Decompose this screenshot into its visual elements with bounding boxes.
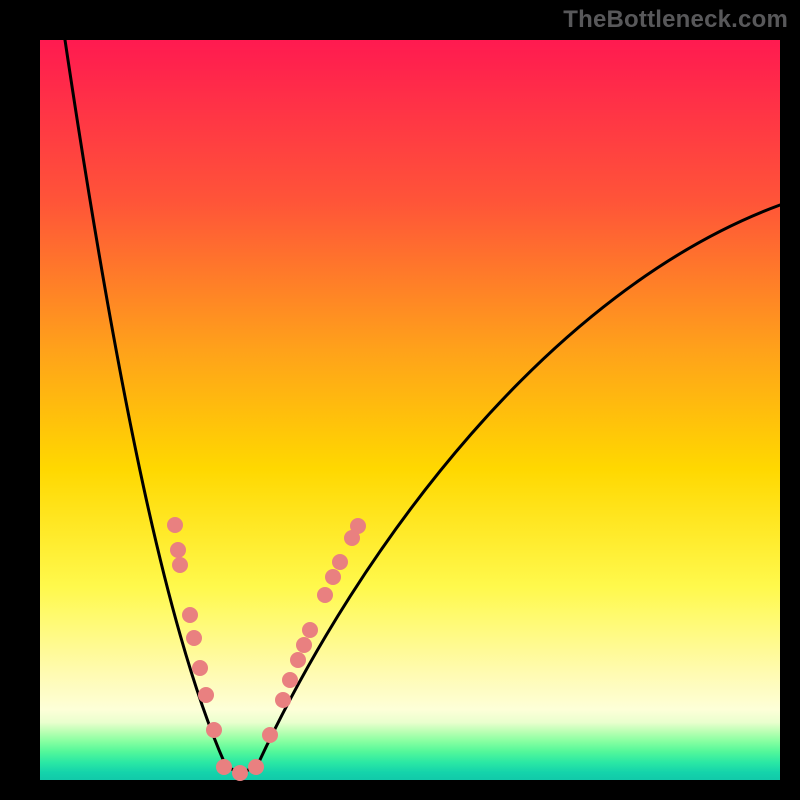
curve-dot: [167, 517, 183, 533]
chart-container: { "watermark": "TheBottleneck.com", "can…: [0, 0, 800, 800]
curve-dot: [206, 722, 222, 738]
curve-dot: [275, 692, 291, 708]
curve-dot: [350, 518, 366, 534]
curve-dot: [262, 727, 278, 743]
curve-dot: [290, 652, 306, 668]
curve-dot: [282, 672, 298, 688]
curve-dot: [186, 630, 202, 646]
curve-dot: [182, 607, 198, 623]
watermark-text: TheBottleneck.com: [563, 6, 788, 34]
curve-dot: [172, 557, 188, 573]
curve-dot: [332, 554, 348, 570]
curve-dot: [170, 542, 186, 558]
bottleneck-chart: [0, 0, 800, 800]
curve-dot: [302, 622, 318, 638]
curve-dot: [248, 759, 264, 775]
curve-dot: [192, 660, 208, 676]
curve-dot: [216, 759, 232, 775]
curve-dot: [198, 687, 214, 703]
curve-dot: [232, 765, 248, 781]
curve-dot: [317, 587, 333, 603]
curve-dot: [325, 569, 341, 585]
curve-dot: [296, 637, 312, 653]
plot-background: [40, 40, 780, 780]
